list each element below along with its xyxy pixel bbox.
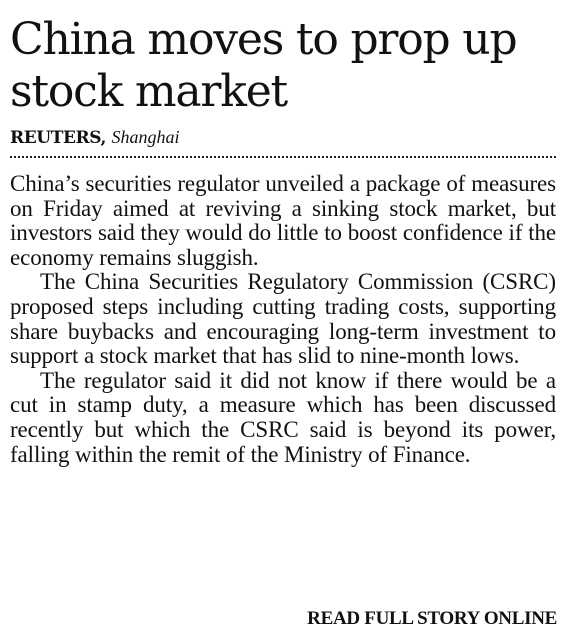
byline-location: Shanghai — [111, 127, 180, 147]
byline-agency: REUTERS, — [10, 128, 107, 148]
article-paragraph-3: The regulator said it did not know if th… — [10, 367, 556, 467]
dotted-divider — [10, 156, 556, 158]
article-paragraph-2: The China Securities Regulatory Commissi… — [10, 269, 556, 369]
article-paragraph-1: China’s securities regulator unveiled a … — [10, 171, 556, 270]
news-article: China moves to prop up stock market REUT… — [10, 14, 556, 467]
read-full-story-link[interactable]: READ FULL STORY ONLINE — [299, 608, 557, 630]
article-body: China’s securities regulator unveiled a … — [10, 171, 556, 467]
article-headline: China moves to prop up stock market — [10, 14, 518, 117]
byline: REUTERS, Shanghai — [10, 126, 556, 148]
